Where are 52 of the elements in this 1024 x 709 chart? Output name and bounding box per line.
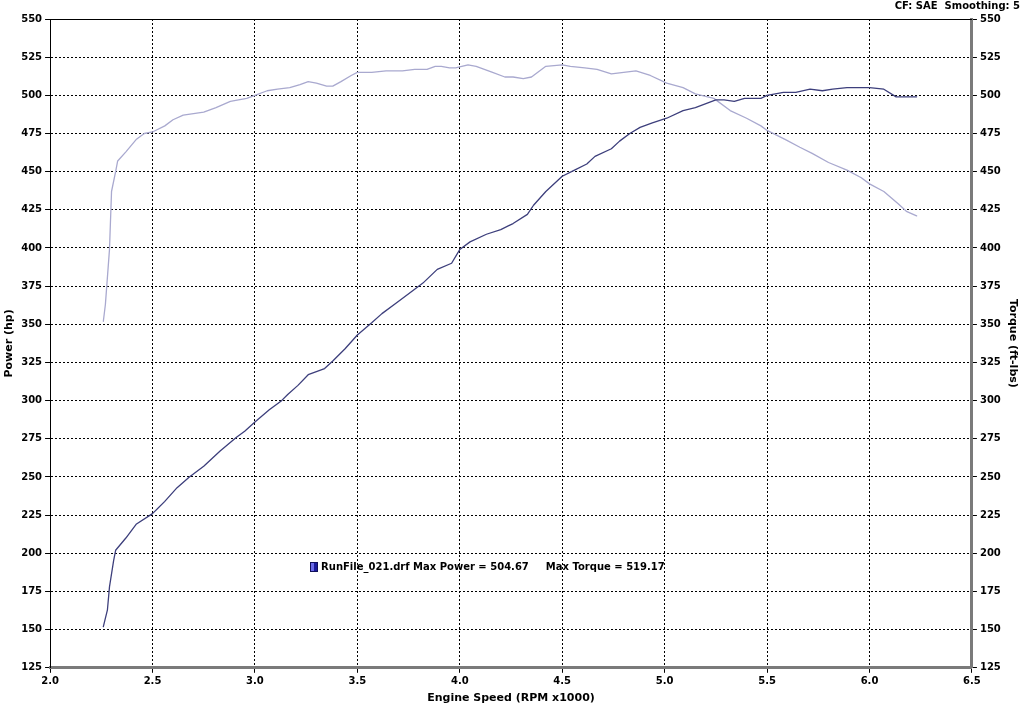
y-tick-label: 450 [21,165,43,177]
x-axis-title: Engine Speed (RPM x1000) [427,691,595,705]
y2-tick-label: 275 [979,432,1001,444]
y-tick-label: 150 [21,623,43,635]
y-tick-label: 225 [21,508,43,520]
y-tick-label: 500 [21,88,43,100]
x-tick-label: 5.5 [758,675,776,687]
y2-tick-label: 500 [979,88,1001,100]
x-tick-label: 5.0 [655,675,674,687]
x-tick-label: 2.0 [41,675,59,687]
y-tick-label: 175 [21,585,43,597]
y2-tick-label: 400 [979,241,1001,253]
y2-tick-label: 325 [979,356,1001,368]
y-tick-label: 525 [21,50,43,62]
y2-tick-label: 125 [979,661,1001,673]
x-tick-label: 3.0 [246,675,264,687]
y-tick-label: 200 [21,546,43,558]
x-tick-label: 4.5 [553,675,572,687]
annotation: Max Torque = 519.17 [545,560,665,572]
y2-tick-label: 300 [979,394,1001,406]
x-tick-label: 6.5 [963,675,981,687]
y-tick-label: 425 [21,203,43,215]
y2-tick-label: 425 [979,203,1001,215]
y-tick-label: 350 [21,317,43,329]
y-tick-label: 300 [21,394,43,406]
x-tick-label: 4.0 [450,675,469,687]
x-tick-label: 2.5 [143,675,162,687]
y2-tick-label: 550 [979,12,1001,24]
y2-tick-label: 175 [979,585,1001,597]
y-tick-label: 550 [21,12,43,24]
annotation: RunFile_021.drf Max Power = 504.67 [321,560,529,573]
y2-tick-label: 450 [979,165,1001,177]
y2-tick-label: 475 [979,127,1001,139]
y-tick-label: 325 [21,356,43,368]
y2-tick-label: 525 [979,50,1001,62]
y2-tick-label: 150 [979,623,1001,635]
y-tick-label: 375 [21,279,43,291]
y-tick-label: 275 [21,432,43,444]
text: CF: SAE Smoothing: 5 [894,0,1021,11]
y-tick-label: 250 [21,470,43,482]
x-tick-label: 6.0 [860,675,879,687]
y-axis-title: Power (hp) [2,309,16,378]
y2-tick-label: 200 [979,546,1001,558]
y2-axis-title: Torque (ft-lbs) [1006,298,1020,388]
y2-tick-label: 250 [979,470,1001,482]
y2-tick-label: 350 [979,317,1001,329]
y2-tick-label: 375 [979,279,1001,291]
y2-tick-label: 225 [979,508,1001,520]
x-tick-label: 3.5 [348,675,367,687]
y-tick-label: 475 [21,127,43,139]
y-tick-label: 125 [21,661,43,673]
y-tick-label: 400 [21,241,43,253]
